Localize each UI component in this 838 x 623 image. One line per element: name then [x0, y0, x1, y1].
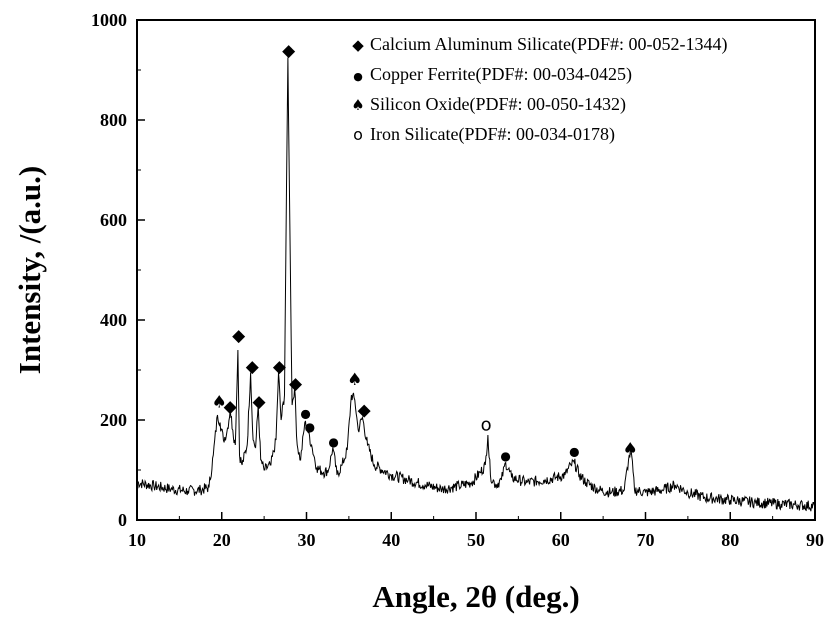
x-tick-label: 30	[298, 530, 316, 550]
peak-marker: ◆	[224, 397, 238, 417]
peak-marker: ◆	[232, 326, 246, 346]
legend-label: Iron Silicate(PDF#: 00-034-0178)	[370, 124, 615, 145]
y-tick-label: 200	[100, 410, 127, 430]
y-tick-label: 0	[118, 510, 127, 530]
legend-label: Calcium Aluminum Silicate(PDF#: 00-052-1…	[370, 34, 727, 55]
series-layer	[136, 57, 816, 512]
x-tick-label: 40	[382, 530, 400, 550]
y-tick-label: 800	[100, 110, 127, 130]
y-axis-title: Intensity, /(a.u.)	[12, 166, 47, 374]
peak-marker: ♠	[212, 392, 227, 412]
peak-marker: ◆	[282, 41, 296, 61]
x-tick-label: 80	[721, 530, 739, 550]
peak-marker: ●	[305, 420, 315, 434]
peak-marker: ●	[328, 435, 338, 449]
legend: ◆ Calcium Aluminum Silicate(PDF#: 00-052-…	[351, 34, 727, 145]
peak-marker: ♠	[347, 370, 362, 390]
peak-marker: ◆	[246, 357, 260, 377]
x-tick-label: 70	[637, 530, 655, 550]
spade-icon: ♠	[351, 96, 364, 114]
peak-markers: ♠◆◆◆◆◆◆◆●●●♠◆o● ● ♠	[212, 41, 638, 463]
legend-label: Silicon Oxide(PDF#: 00-050-1432)	[370, 94, 626, 115]
peak-marker: ◆	[273, 357, 287, 377]
diamond-icon: ◆	[352, 36, 364, 54]
x-tick-label: 50	[467, 530, 485, 550]
peak-marker: o	[481, 414, 492, 435]
y-tick-label: 1000	[91, 10, 127, 30]
x-tick-label: 60	[552, 530, 570, 550]
x-axis-title: Angle, 2θ (deg.)	[372, 579, 579, 614]
peak-marker: ●	[569, 445, 579, 459]
y-tick-label: 400	[100, 310, 127, 330]
open-circle-icon: o	[353, 125, 363, 144]
peak-marker: ◆	[358, 400, 372, 420]
peak-marker: ◆	[253, 392, 267, 412]
peak-marker: ♠	[623, 439, 638, 459]
legend-label: Copper Ferrite(PDF#: 00-034-0425)	[370, 64, 632, 85]
xrd-pattern-line	[136, 57, 816, 512]
y-tick-label: 600	[100, 210, 127, 230]
filled-circle-icon: ●	[353, 70, 363, 83]
x-tick-label: 90	[806, 530, 824, 550]
peak-marker: ◆	[289, 374, 303, 394]
x-axis: 10 20 30 40 50 60 70 80 90	[128, 512, 824, 550]
peak-marker: ●	[500, 449, 510, 463]
peak-marker: ●	[300, 407, 310, 421]
x-tick-label: 10	[128, 530, 146, 550]
x-tick-label: 20	[213, 530, 231, 550]
y-axis: 0 200 400 600 800 1000	[91, 10, 145, 530]
